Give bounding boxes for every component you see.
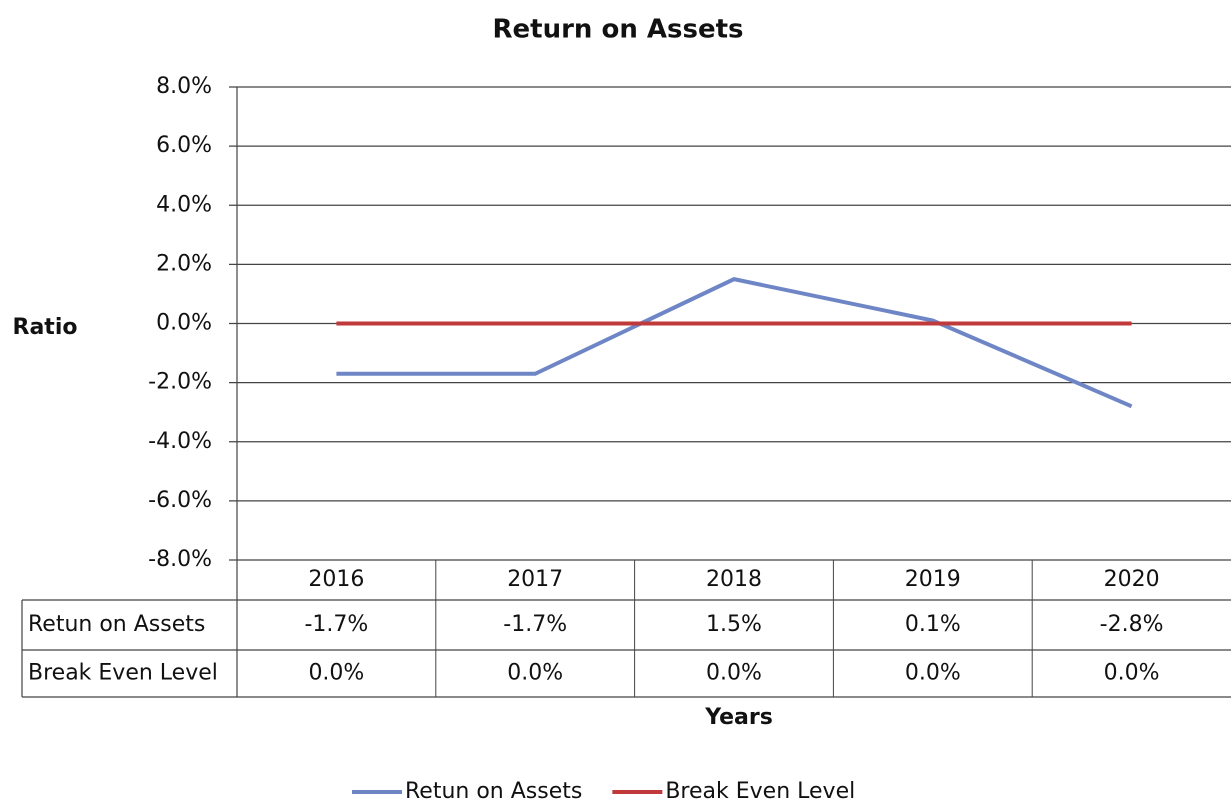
y-tick-label: 4.0% <box>156 192 212 217</box>
legend-label: Break Even Level <box>665 779 855 803</box>
x-tick-label: 2018 <box>706 567 762 592</box>
x-tick-label: 2017 <box>507 567 563 592</box>
table-cell: 0.0% <box>507 661 563 686</box>
y-tick-label: -4.0% <box>148 429 212 454</box>
table-cell: 0.0% <box>308 661 364 686</box>
x-tick-label: 2020 <box>1104 567 1160 592</box>
table-row-label: Break Even Level <box>28 661 218 686</box>
y-tick-label: 6.0% <box>156 133 212 158</box>
legend-label: Retun on Assets <box>405 779 582 803</box>
x-tick-label: 2019 <box>905 567 961 592</box>
y-tick-label: -2.0% <box>148 370 212 395</box>
x-axis-title: Years <box>704 705 773 730</box>
table-cell: 0.1% <box>905 612 961 637</box>
table-cell: -1.7% <box>304 612 368 637</box>
y-axis-title: Ratio <box>13 315 78 340</box>
x-tick-label: 2016 <box>308 567 364 592</box>
table-cell: 0.0% <box>1104 661 1160 686</box>
table-cell: -1.7% <box>503 612 567 637</box>
y-tick-label: -6.0% <box>148 488 212 513</box>
y-tick-label: 2.0% <box>156 251 212 276</box>
table-cell: 0.0% <box>905 661 961 686</box>
chart-title: Return on Assets <box>492 15 743 45</box>
table-cell: 0.0% <box>706 661 762 686</box>
line-series <box>336 277 1133 409</box>
y-tick-label: 0.0% <box>156 311 212 336</box>
table-cell: -2.8% <box>1100 612 1164 637</box>
table-row-label: Retun on Assets <box>28 612 205 637</box>
table-cell: 1.5% <box>706 612 762 637</box>
y-tick-label: -8.0% <box>148 547 212 572</box>
y-tick-label: 8.0% <box>156 74 212 99</box>
